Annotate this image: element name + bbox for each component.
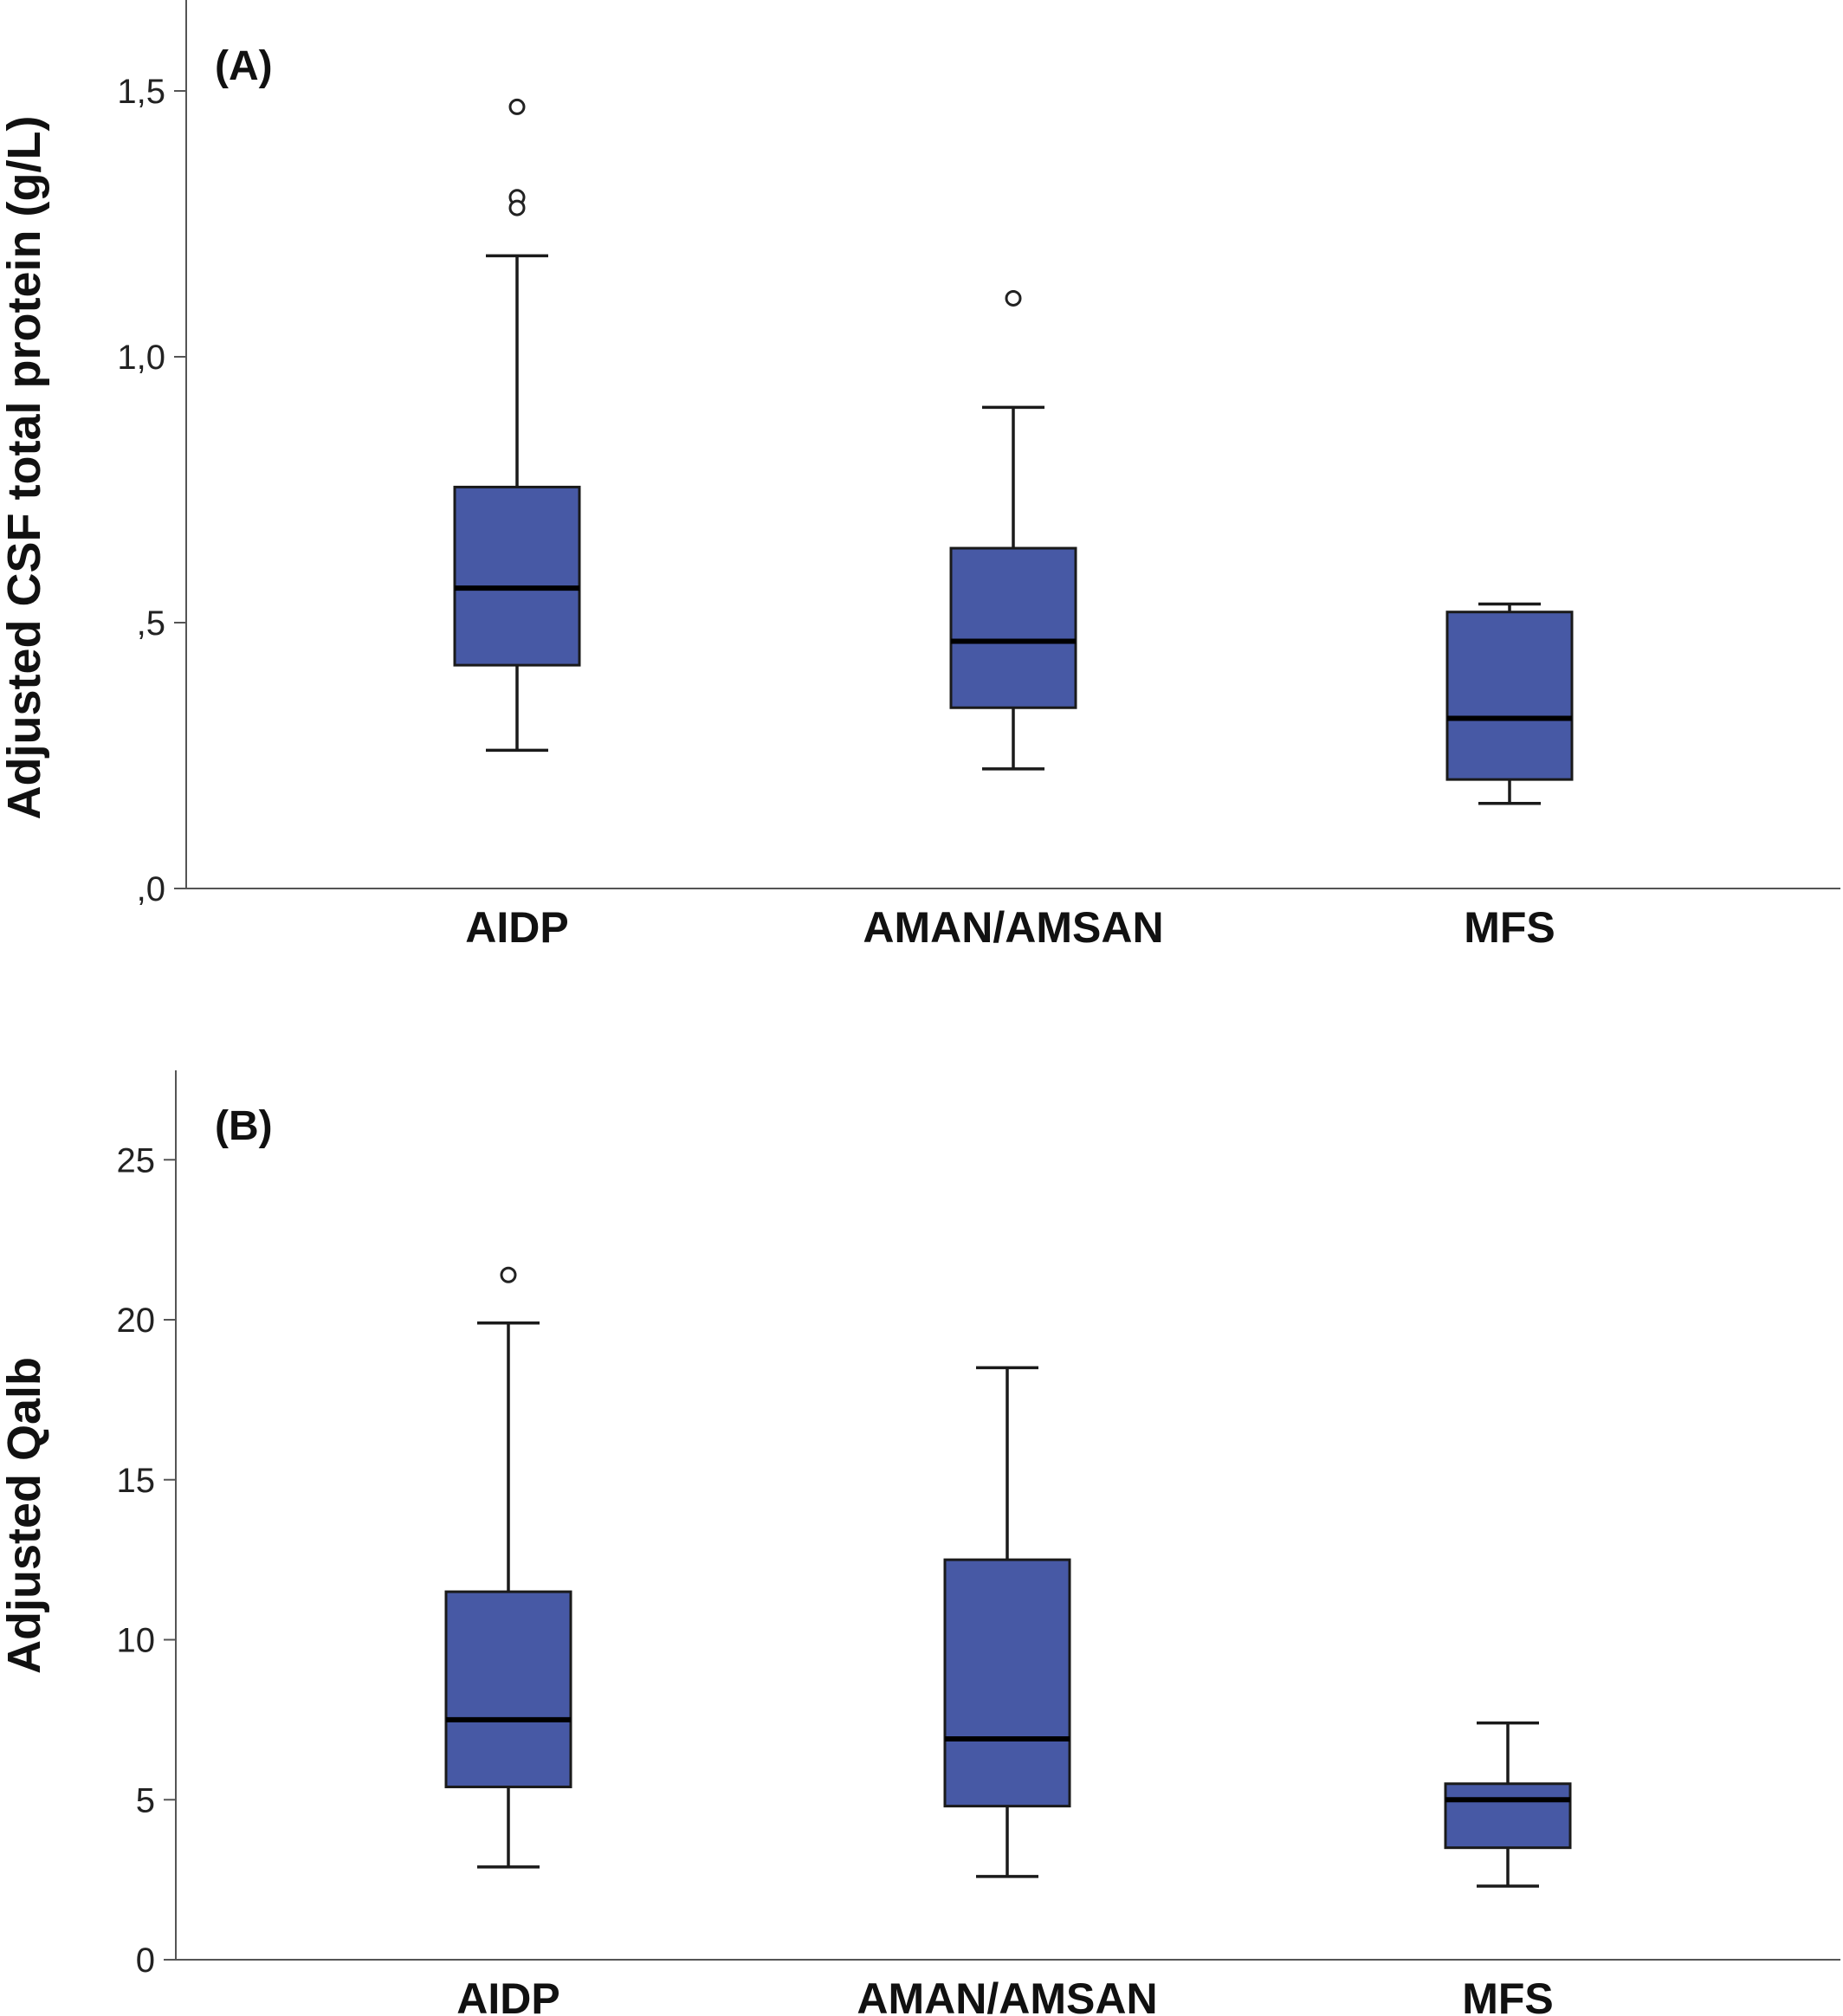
panel-a-y-tick-label: ,5 [137, 604, 165, 643]
panel-b-box-aidp [444, 1266, 572, 1869]
panel-b-box-aman-amsan [943, 1366, 1071, 1878]
iqr-box [453, 485, 581, 667]
iqr-box [444, 1590, 572, 1788]
outlier-point [500, 1266, 517, 1283]
panel-a-y-ticks: ,0 ,5 1,0 1,5 [117, 73, 186, 908]
panel-a-category-label: AIDP [465, 903, 568, 952]
panel-a-label: (A) [215, 43, 273, 89]
panel-a-category-label: MFS [1464, 903, 1555, 952]
panel-b-category-label: AIDP [456, 1974, 559, 2016]
panel-a-category-labels: AIDP AMAN/AMSAN MFS [465, 903, 1555, 952]
panel-a-boxes [453, 98, 1574, 805]
panel-b-y-tick-label: 5 [136, 1781, 155, 1819]
panel-b-boxes [444, 1266, 1572, 1888]
panel-b-box-mfs [1444, 1721, 1572, 1888]
panel-b-y-ticks: 0 5 10 15 20 25 [117, 1141, 176, 1980]
panel-a-boxplot: (A) Adjusted CSF total protein (g/L) ,0,… [0, 0, 1840, 952]
panel-a-box-aidp [453, 98, 581, 753]
outlier-point [508, 199, 526, 216]
panel-b-y-tick-label: 10 [117, 1622, 156, 1660]
panel-b-label: (B) [215, 1103, 273, 1149]
panel-b-y-axis-title: Adjusted Qalb [0, 1357, 50, 1674]
iqr-box [943, 1558, 1071, 1808]
panel-a-box-mfs [1445, 602, 1574, 805]
panel-a-y-tick-label: ,0 [137, 870, 165, 908]
iqr-box [1444, 1782, 1572, 1850]
panel-b-category-label: AMAN/AMSAN [857, 1974, 1157, 2016]
iqr-box [1445, 611, 1574, 781]
panel-b-category-labels: AIDP AMAN/AMSAN MFS [456, 1974, 1554, 2016]
panel-b-y-tick-label: 0 [136, 1942, 155, 1980]
panel-b-y-tick-label: 20 [117, 1302, 156, 1340]
panel-b-y-tick-label: 15 [117, 1462, 156, 1500]
panel-a-y-axis-title: Adjusted CSF total protein (g/L) [0, 116, 50, 820]
outlier-point [1005, 289, 1022, 307]
panel-b-y-tick-label: 25 [117, 1141, 156, 1179]
panel-a-y-tick-label: 1,5 [117, 73, 165, 111]
panel-b-boxplot: (B) Adjusted Qalb 0 5 10 15 20 25 AIDP AMAN/AM… [0, 1070, 1840, 2016]
panel-a-category-label: AMAN/AMSAN [863, 903, 1163, 952]
panel-a-box-aman-amsan [949, 289, 1077, 771]
iqr-box [949, 546, 1077, 709]
panel-b-category-label: MFS [1462, 1974, 1554, 2016]
outlier-point [508, 98, 526, 115]
panel-a-y-tick-label: 1,0 [117, 339, 165, 377]
